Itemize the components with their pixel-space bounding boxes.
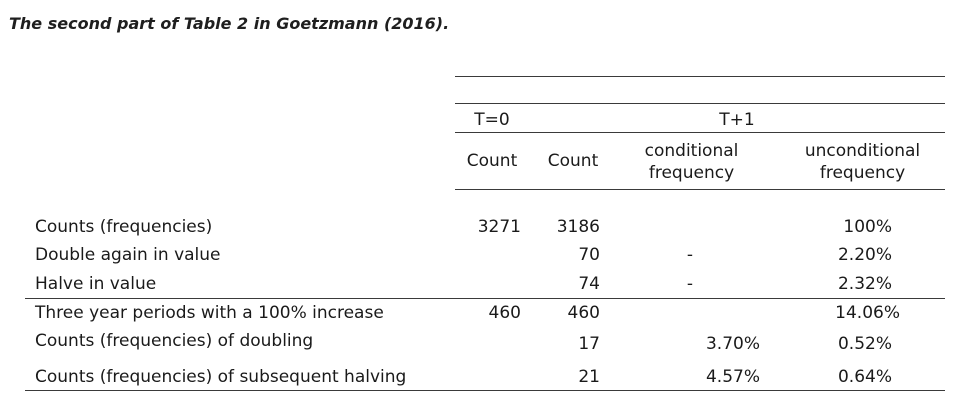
- cell-count-t0: 3271: [477, 217, 521, 237]
- row-label: Halve in value: [35, 274, 157, 294]
- cell-unconditional: 2.20%: [837, 245, 892, 265]
- group-header-t1: T+1: [719, 110, 755, 130]
- t1-group-underline: [529, 132, 945, 133]
- top-rule: [455, 76, 945, 77]
- row-label: Counts (frequencies) of doubling: [35, 331, 314, 351]
- row-label: Counts (frequencies): [35, 217, 213, 237]
- cell-conditional: 3.70%: [705, 334, 760, 354]
- cell-unconditional: 14.06%: [835, 303, 900, 323]
- row-label: Three year periods with a 100% increase: [35, 303, 384, 323]
- col-header-count-t1: Count: [547, 151, 599, 171]
- col-header-conditional-line2: frequency: [648, 163, 735, 183]
- row-label: Double again in value: [35, 245, 221, 265]
- t0-group-underline: [455, 132, 529, 133]
- row-label: Counts (frequencies) of subsequent halvi…: [35, 367, 407, 387]
- cell-count-t0: 460: [488, 303, 521, 323]
- col-header-unconditional-line2: frequency: [819, 163, 906, 183]
- cell-count-t1: 17: [578, 334, 600, 354]
- cell-conditional: -: [686, 245, 694, 265]
- cell-conditional: 4.57%: [705, 367, 760, 387]
- header-bottom-rule: [455, 189, 945, 190]
- table-caption: The second part of Table 2 in Goetzmann …: [9, 14, 450, 33]
- cell-count-t1: 460: [567, 303, 600, 323]
- cell-conditional: -: [686, 274, 694, 294]
- col-header-count-t0: Count: [466, 151, 518, 171]
- section-rule: [25, 298, 945, 299]
- cell-unconditional: 100%: [843, 217, 892, 237]
- cell-count-t1: 70: [578, 245, 600, 265]
- col-header-unconditional: unconditional: [804, 141, 921, 161]
- cell-unconditional: 2.32%: [837, 274, 892, 294]
- col-header-conditional: conditional: [644, 141, 739, 161]
- cell-count-t1: 21: [578, 367, 600, 387]
- bottom-rule: [25, 390, 945, 391]
- header-top-rule: [455, 103, 945, 104]
- group-header-t0: T=0: [474, 110, 510, 130]
- cell-unconditional: 0.64%: [837, 367, 892, 387]
- cell-count-t1: 74: [578, 274, 600, 294]
- cell-count-t1: 3186: [556, 217, 600, 237]
- cell-unconditional: 0.52%: [837, 334, 892, 354]
